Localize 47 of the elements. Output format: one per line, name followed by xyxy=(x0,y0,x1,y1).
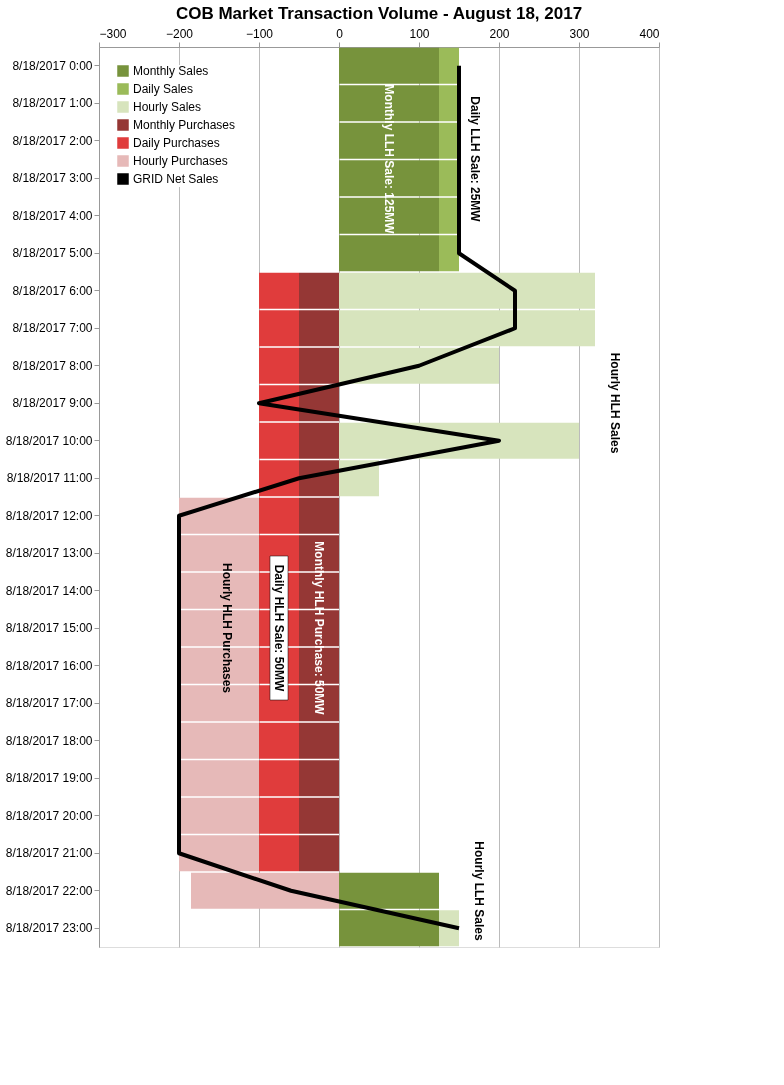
y-tick-label: 8/18/2017 5:00 xyxy=(12,246,93,261)
y-tick-label: 8/18/2017 2:00 xyxy=(12,133,93,148)
y-tick-label: 8/18/2017 12:00 xyxy=(5,508,93,523)
y-tick-label: 8/18/2017 22:00 xyxy=(5,883,93,898)
y-tick-label: 8/18/2017 7:00 xyxy=(12,321,93,336)
legend-label: Hourly Purchases xyxy=(133,154,228,168)
x-tick-label: −200 xyxy=(165,26,194,41)
y-tick-label: 8/18/2017 18:00 xyxy=(5,733,93,748)
annotation: Monthly HLH Purchase: 50MW xyxy=(312,541,326,716)
y-tick-label: 8/18/2017 10:00 xyxy=(5,433,93,448)
annotation: Daily LLH Sale: 25MW xyxy=(468,96,482,223)
x-tick-label: 200 xyxy=(489,26,510,41)
y-tick-label: 8/18/2017 11:00 xyxy=(6,471,93,486)
y-tick-label: 8/18/2017 16:00 xyxy=(5,658,93,673)
y-tick-label: 8/18/2017 3:00 xyxy=(12,171,93,186)
y-tick-label: 8/18/2017 21:00 xyxy=(5,846,93,861)
y-tick-label: 8/18/2017 6:00 xyxy=(12,283,93,298)
y-tick-label: 8/18/2017 20:00 xyxy=(5,808,93,823)
y-tick-label: 8/18/2017 8:00 xyxy=(12,358,93,373)
legend-label: Hourly Sales xyxy=(133,100,202,114)
chart-title: COB Market Transaction Volume - August 18, 2017 xyxy=(175,4,583,23)
annotation: Hourly HLH Purchases xyxy=(220,562,234,694)
x-tick-label: 0 xyxy=(336,26,344,41)
annotation: Monthly LLH Sale: 125MW xyxy=(382,84,396,235)
x-tick-label: 400 xyxy=(639,26,660,41)
x-tick-label: 300 xyxy=(569,26,590,41)
y-tick-label: 8/18/2017 4:00 xyxy=(12,208,93,223)
y-tick-label: 8/18/2017 14:00 xyxy=(5,583,93,598)
y-tick-label: 8/18/2017 9:00 xyxy=(12,396,93,411)
legend-label: Daily Sales xyxy=(133,82,194,96)
legend-label: Daily Purchases xyxy=(133,136,220,150)
annotation: Hourly LLH Sales xyxy=(472,841,486,941)
annotation: Hourly HLH Sales xyxy=(608,352,622,454)
y-tick-label: 8/18/2017 17:00 xyxy=(5,696,93,711)
x-tick-label: −300 xyxy=(99,26,127,41)
y-tick-label: 8/18/2017 0:00 xyxy=(12,58,93,73)
x-tick-label: 100 xyxy=(409,26,430,41)
legend-label: GRID Net Sales xyxy=(133,172,219,186)
annotation: Daily HLH Sale: 50MW xyxy=(272,564,286,693)
legend-label: Monthly Purchases xyxy=(133,118,236,132)
y-tick-label: 8/18/2017 23:00 xyxy=(5,921,93,936)
y-tick-label: 8/18/2017 19:00 xyxy=(5,771,93,786)
legend-label: Monthly Sales xyxy=(133,64,209,78)
x-tick-label: −100 xyxy=(245,26,274,41)
y-tick-label: 8/18/2017 15:00 xyxy=(5,621,93,636)
y-tick-label: 8/18/2017 1:00 xyxy=(12,96,93,111)
y-tick-label: 8/18/2017 13:00 xyxy=(5,546,93,561)
